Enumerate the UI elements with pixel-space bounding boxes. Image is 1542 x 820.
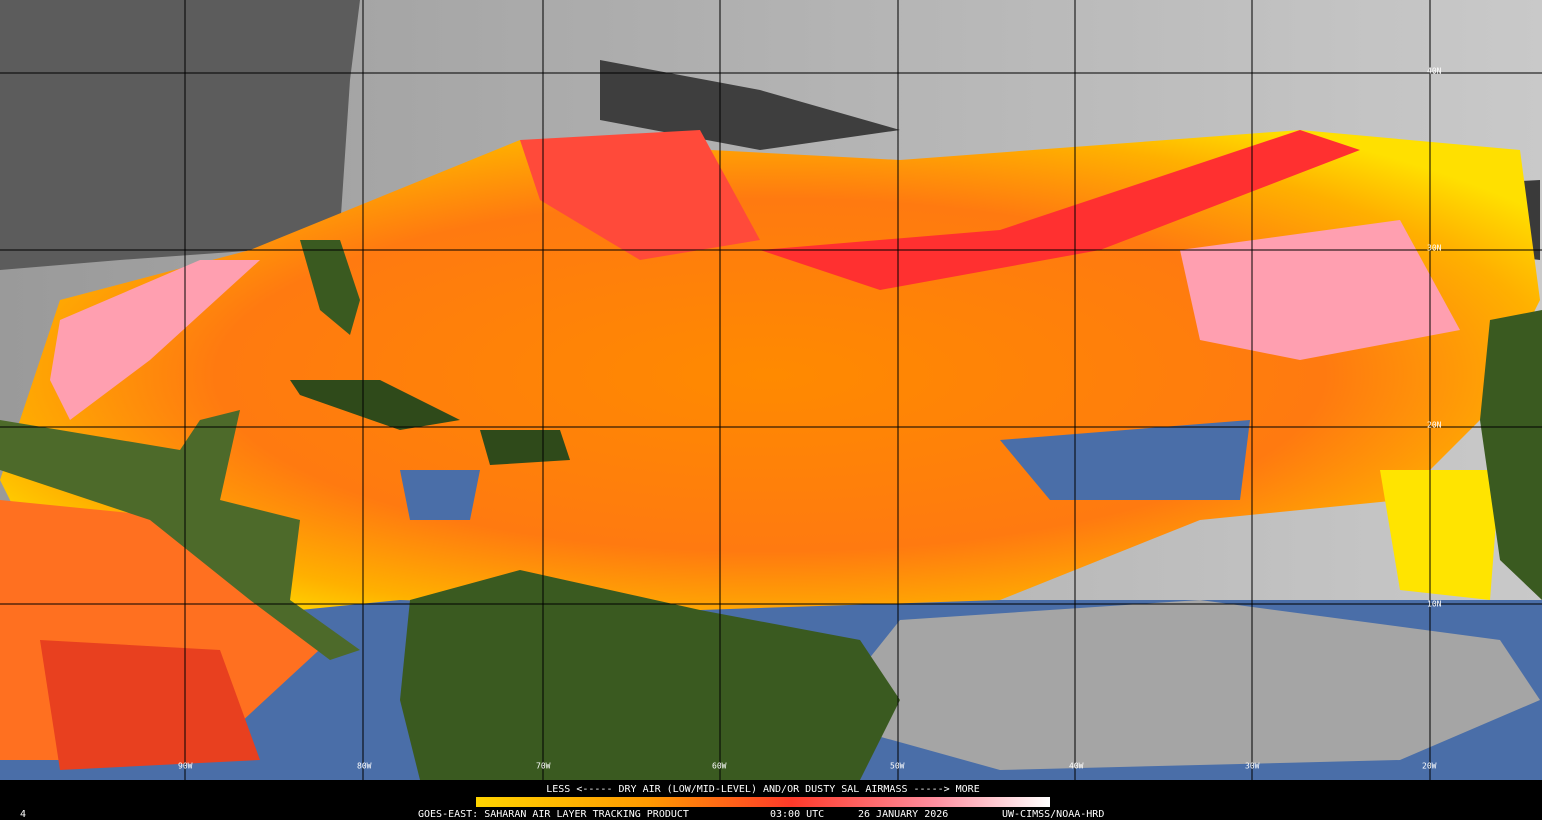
legend-caption: LESS <----- DRY AIR (LOW/MID-LEVEL) AND/… (546, 784, 979, 795)
credit: UW-CIMSS/NOAA-HRD (1002, 809, 1104, 820)
longitude-label: 40W (1069, 762, 1084, 771)
longitude-label: 30W (1245, 762, 1260, 771)
latitude-label: 40N (1427, 67, 1442, 76)
longitude-label: 80W (357, 762, 372, 771)
grid (0, 603, 1542, 605)
color-bar (476, 797, 1050, 807)
imagery (0, 0, 1542, 780)
legend: LESS <----- DRY AIR (LOW/MID-LEVEL) AND/… (0, 780, 1542, 820)
longitude-label: 50W (890, 762, 905, 771)
longitude-label: 90W (178, 762, 193, 771)
time: 03:00 UTC (770, 809, 824, 820)
latitude-label: 30N (1427, 244, 1442, 253)
latitude-label: 20N (1427, 421, 1442, 430)
longitude-label: 70W (536, 762, 551, 771)
labels: 40N 30N 20N 10N 90W 80W 70W 60W 50W 40W … (178, 67, 1442, 771)
product-name: GOES-EAST: SAHARAN AIR LAYER TRACKING PR… (418, 809, 689, 820)
date: 26 JANUARY 2026 (858, 809, 948, 820)
latitude-label: 10N (1427, 600, 1442, 609)
longitude-label: 60W (712, 762, 727, 771)
longitude-label: 20W (1422, 762, 1437, 771)
frame-number: 4 (20, 809, 26, 820)
